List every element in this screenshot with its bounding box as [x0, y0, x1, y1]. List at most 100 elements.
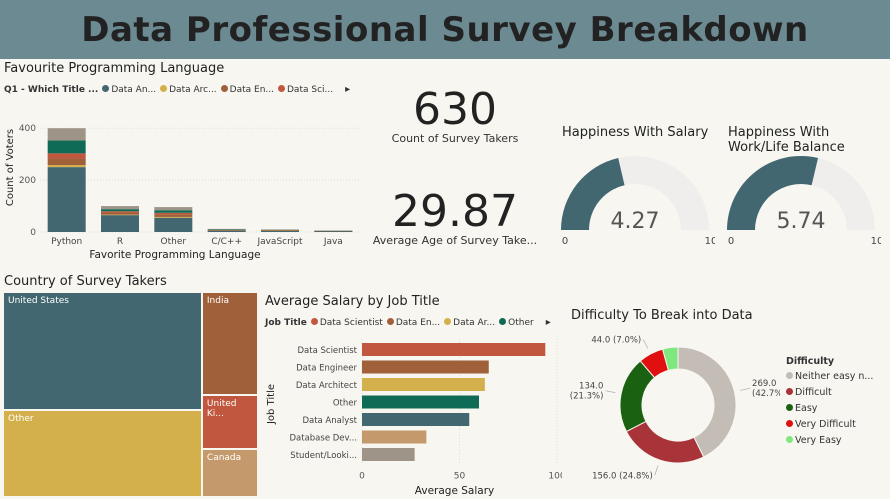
donut-slice[interactable]: [625, 420, 705, 464]
difficulty-legend-swatch: [786, 372, 793, 379]
lang-x-tick: R: [117, 237, 123, 247]
avg-age-label: Average Age of Survey Take...: [372, 234, 538, 247]
difficulty-legend-item[interactable]: Easy: [786, 403, 873, 414]
gauge-balance[interactable]: 5.74 0 10: [721, 150, 881, 250]
lang-bar-segment[interactable]: [101, 215, 139, 232]
lang-bar-segment[interactable]: [47, 165, 86, 168]
lang-legend-text: Data Arc...: [169, 84, 217, 95]
treemap-cell[interactable]: Other: [3, 410, 202, 497]
difficulty-legend-item[interactable]: Very Difficult: [786, 419, 873, 430]
lang-legend-swatch: [160, 84, 168, 92]
treemap-cell-label: Canada: [206, 452, 242, 463]
salary-legend-item[interactable]: Data En...: [386, 317, 441, 328]
salary-bar[interactable]: [362, 360, 489, 374]
gauge-salary-title: Happiness With Salary: [562, 125, 709, 140]
treemap-cell[interactable]: United States: [3, 292, 202, 411]
lang-legend-swatch: [220, 84, 228, 92]
lang-bar-segment[interactable]: [207, 228, 246, 230]
lang-legend-item[interactable]: Data Sci...: [278, 84, 333, 95]
donut-leader-line: [605, 390, 616, 393]
country-treemap[interactable]: United States Other India United Ki... Canad…: [3, 292, 258, 497]
lang-bar-segment[interactable]: [261, 229, 299, 231]
salary-legend-item[interactable]: Data Ar...: [444, 317, 495, 328]
lang-bar-segment[interactable]: [101, 212, 139, 215]
donut-slice[interactable]: [661, 346, 679, 371]
lang-bar-segment[interactable]: [261, 230, 299, 231]
lang-bar-segment[interactable]: [207, 229, 246, 231]
salary-bar[interactable]: [362, 395, 479, 409]
lang-bar-segment[interactable]: [154, 207, 193, 211]
lang-bar-segment[interactable]: [47, 153, 86, 159]
lang-bar-segment[interactable]: [314, 230, 353, 232]
difficulty-legend-item[interactable]: Difficult: [786, 387, 873, 398]
treemap-cell[interactable]: United Ki...: [201, 394, 258, 449]
salary-legend[interactable]: Job Title Data Scientist Data En... Data A…: [265, 317, 551, 328]
lang-legend-label: Q1 - Which Title ...: [4, 84, 99, 95]
lang-bar-segment[interactable]: [207, 229, 246, 230]
salary-bar[interactable]: [362, 413, 470, 426]
difficulty-legend[interactable]: Difficulty Neither easy n... Difficult Eas…: [786, 356, 873, 451]
lang-bar-segment[interactable]: [154, 210, 193, 213]
lang-bar-segment[interactable]: [47, 140, 86, 154]
lang-bar-segment[interactable]: [47, 128, 86, 141]
difficulty-legend-swatch: [786, 436, 793, 443]
lang-bar-segment[interactable]: [314, 230, 353, 232]
lang-bar-segment[interactable]: [207, 230, 246, 232]
treemap-cell[interactable]: India: [201, 292, 258, 395]
treemap-cell-label: United Ki...: [206, 398, 237, 419]
difficulty-legend-text: Difficult: [795, 387, 832, 398]
lang-y-axis-label: Count of Voters: [5, 129, 16, 206]
salary-legend-item[interactable]: Data Scientist: [310, 317, 383, 328]
lang-chart[interactable]: 0 200 400 Python R Other C/C++ JavaScript Java Fa…: [0, 95, 370, 280]
salary-legend-swatch: [499, 317, 507, 325]
salary-bar[interactable]: [362, 448, 415, 461]
gauge-salary[interactable]: 4.27 0 10: [555, 150, 715, 250]
lang-bar-segment[interactable]: [154, 216, 193, 218]
difficulty-legend-item[interactable]: Very Easy: [786, 435, 873, 446]
lang-bar-segment[interactable]: [261, 230, 299, 231]
difficulty-legend-title: Difficulty: [786, 356, 835, 367]
lang-bar-segment[interactable]: [207, 229, 246, 231]
lang-bar-segment[interactable]: [47, 158, 86, 166]
treemap-cell-label: Other: [8, 414, 34, 425]
lang-legend-text: Data En...: [229, 84, 274, 95]
lang-y-tick: 200: [19, 176, 36, 186]
lang-legend-item[interactable]: Data An...: [102, 84, 156, 95]
salary-bar[interactable]: [362, 430, 427, 444]
salary-y-tick: Data Scientist: [298, 346, 358, 356]
salary-chart[interactable]: 0 50 100 Data Scientist Data Engineer Data Ar…: [262, 329, 562, 499]
difficulty-donut[interactable]: 269.0(42.7%) 156.0 (24.8%) 134.0(21.3%) 44.…: [570, 330, 780, 490]
lang-legend[interactable]: Q1 - Which Title ... Data An... Data Arc.…: [4, 84, 350, 95]
lang-bar-segment[interactable]: [261, 229, 299, 231]
lang-bar-segment[interactable]: [154, 217, 193, 232]
lang-bar-segment[interactable]: [101, 209, 139, 212]
lang-bar-segment[interactable]: [314, 230, 353, 231]
lang-legend-item[interactable]: Data Arc...: [160, 84, 217, 95]
lang-bar-segment[interactable]: [261, 229, 299, 230]
donut-slice[interactable]: [677, 346, 737, 458]
salary-bar[interactable]: [362, 343, 546, 356]
difficulty-legend-item[interactable]: Neither easy n...: [786, 371, 873, 382]
lang-bar-segment[interactable]: [101, 211, 139, 213]
lang-bar-segment[interactable]: [101, 214, 139, 216]
salary-y-tick: Data Analyst: [302, 416, 357, 426]
salary-legend-item[interactable]: Other: [499, 317, 534, 328]
gauge-salary-max: 10: [705, 236, 715, 247]
lang-bar-segment[interactable]: [207, 230, 246, 231]
salary-y-tick: Database Dev...: [289, 434, 357, 444]
lang-bar-segment[interactable]: [261, 230, 299, 232]
salary-legend-text: Data En...: [395, 317, 441, 328]
lang-bar-segment[interactable]: [47, 167, 86, 232]
donut-leader-line: [740, 387, 751, 391]
treemap-cell[interactable]: Canada: [201, 448, 258, 497]
salary-legend-next-arrow[interactable]: ▸: [545, 317, 551, 328]
lang-bar-segment[interactable]: [101, 206, 139, 210]
lang-bar-segment[interactable]: [154, 212, 193, 215]
salary-y-tick: Student/Looki...: [290, 451, 357, 461]
lang-bar-segment[interactable]: [154, 214, 193, 217]
lang-legend-item[interactable]: Data En...: [220, 84, 274, 95]
gauge-balance-min: 0: [728, 236, 734, 247]
lang-legend-next-arrow[interactable]: ▸: [345, 84, 351, 95]
salary-bar[interactable]: [362, 378, 485, 391]
lang-bar-segment[interactable]: [314, 231, 353, 232]
